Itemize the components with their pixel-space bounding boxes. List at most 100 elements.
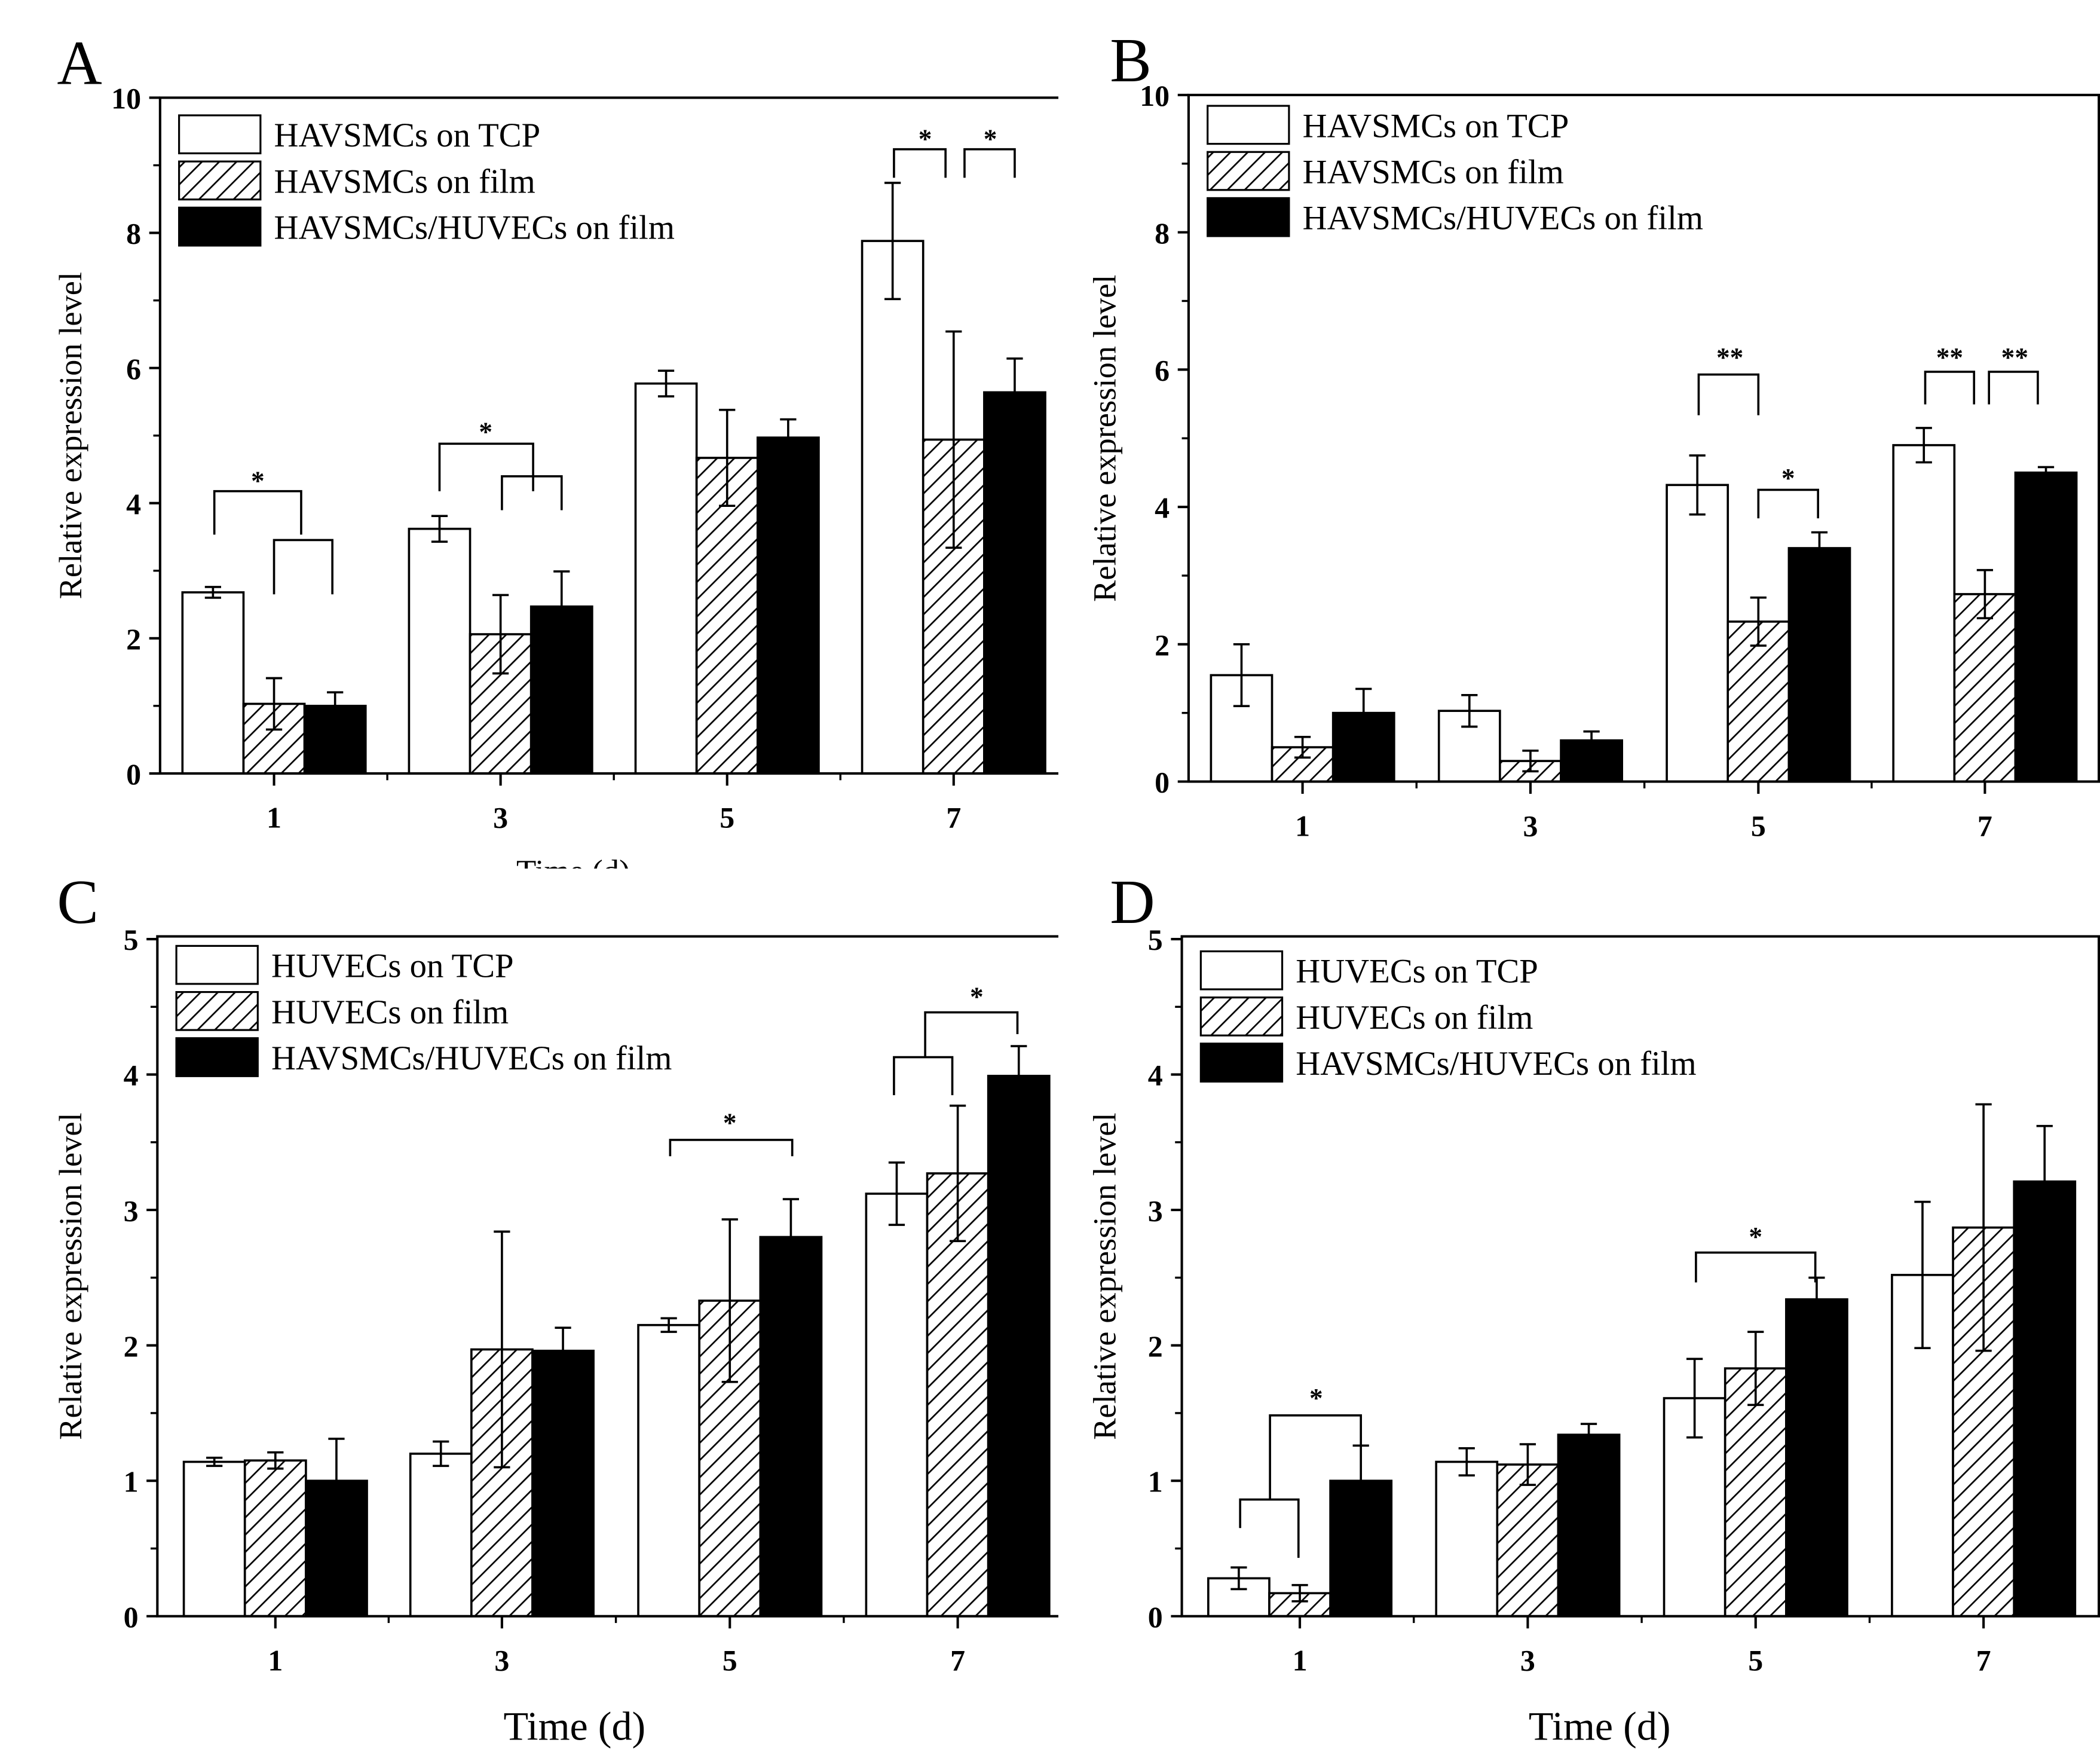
error-bar [721, 1218, 738, 1383]
y-tick-label: 8 [126, 218, 141, 250]
legend-label: HUVECs on film [1296, 999, 1533, 1037]
error-bar [204, 586, 222, 599]
y-axis-label: Relative expression level [1086, 274, 1122, 602]
legend-swatch [175, 1037, 259, 1077]
legend-label: HAVSMCs on TCP [1302, 107, 1569, 145]
legend-label: HAVSMCs on film [274, 163, 535, 200]
error-bar [2037, 466, 2054, 479]
bar [1891, 444, 1955, 783]
y-tick-label: 2 [124, 1330, 139, 1363]
x-axis-label: Time (d) [503, 1703, 645, 1748]
x-axis-label: Time (d) [1528, 1703, 1670, 1748]
error-bar [1808, 1276, 1825, 1322]
y-axis-label: Relative expression level [52, 1112, 88, 1440]
legend-swatch [178, 206, 262, 247]
error-bar [1747, 1330, 1764, 1406]
y-tick-label: 4 [1155, 491, 1170, 524]
error-bar [884, 182, 901, 301]
bar [2012, 1180, 2076, 1618]
chart-panel-b: B 0 2 4 6 8 10 1 3 5 7 Time (d) Relative expression … [1086, 26, 2100, 869]
panel-letter: B [1110, 26, 1152, 95]
x-tick-label: 3 [1520, 1644, 1535, 1677]
error-bar [1689, 454, 1706, 516]
significance-bracket [669, 1138, 794, 1157]
bar [987, 1074, 1051, 1618]
y-tick-label: 2 [126, 623, 141, 656]
y-tick-label: 5 [124, 924, 139, 956]
significance-bracket [1987, 371, 2039, 405]
bar [408, 527, 472, 775]
y-tick-label: 2 [1155, 629, 1170, 662]
x-tick-label: 3 [494, 1644, 509, 1677]
y-tick-label: 3 [124, 1194, 139, 1227]
error-bar [2036, 1124, 2053, 1239]
bar [861, 240, 925, 775]
error-bar [1915, 427, 1932, 464]
y-tick-label: 4 [1147, 1059, 1162, 1092]
chart-panel-d: D 0 1 2 3 4 5 1 3 5 7 Time (d) Relative expression l… [1086, 869, 2100, 1748]
y-tick-label: 8 [1155, 217, 1170, 250]
bar [865, 1192, 929, 1618]
error-bar [553, 570, 570, 643]
legend-label: HUVECs on TCP [271, 947, 514, 985]
bar [1665, 484, 1729, 783]
y-tick-label: 6 [1155, 354, 1170, 387]
x-tick-label: 1 [1292, 1644, 1307, 1677]
legend-label: HAVSMCs on film [1302, 153, 1563, 191]
error-bar [657, 369, 675, 398]
legend-label: HAVSMCs on TCP [274, 117, 541, 154]
legend-label: HAVSMCs/HUVECs on film [1302, 200, 1703, 237]
bar [1557, 1433, 1621, 1618]
x-axis-label: Time (d) [1546, 864, 1660, 869]
error-bar [1975, 1103, 1992, 1352]
y-tick-label: 4 [124, 1059, 139, 1092]
error-bar [494, 1230, 510, 1469]
error-bar [431, 515, 448, 543]
significance-marker: * [479, 417, 492, 447]
error-bar [1011, 1044, 1027, 1107]
error-bar [1686, 1358, 1703, 1439]
error-bar [780, 418, 797, 457]
bar [634, 382, 698, 775]
significance-marker: ** [1716, 343, 1743, 372]
error-bar [1914, 1200, 1931, 1349]
error-bar [888, 1161, 905, 1226]
significance-bracket [1238, 1498, 1300, 1558]
x-tick-label: 5 [1748, 1644, 1763, 1677]
error-bar [1230, 1566, 1247, 1591]
y-tick-label: 5 [1147, 924, 1162, 956]
significance-marker: ** [1936, 343, 1963, 372]
error-bar [1583, 730, 1600, 751]
significance-marker: * [1749, 1222, 1762, 1252]
legend-swatch [178, 160, 262, 201]
bar [243, 1459, 307, 1618]
significance-marker: * [919, 124, 932, 154]
bar [983, 391, 1046, 775]
x-axis-label: Time (d) [516, 852, 630, 868]
significance-marker: * [1781, 463, 1795, 493]
error-bar [1355, 687, 1372, 738]
significance-bracket [438, 442, 534, 491]
x-tick-label: 5 [1750, 809, 1765, 842]
y-tick-label: 0 [124, 1601, 139, 1634]
bar [1724, 1367, 1787, 1618]
plot-frame [1180, 935, 2100, 1618]
x-tick-label: 7 [946, 802, 961, 834]
error-bar [949, 1104, 966, 1242]
y-axis-label: Relative expression level [1086, 1112, 1122, 1440]
y-tick-label: 4 [126, 488, 141, 521]
error-bar [1811, 531, 1827, 565]
y-axis-label: Relative expression level [52, 272, 88, 600]
bar [1787, 547, 1851, 783]
significance-bracket [963, 148, 1016, 178]
y-tick-label: 1 [124, 1465, 139, 1498]
y-tick-label: 0 [1155, 766, 1170, 799]
error-bar [1294, 736, 1311, 759]
significance-bracket [1694, 1251, 1817, 1283]
legend-label: HUVECs on film [271, 993, 509, 1031]
legend-label: HAVSMCs/HUVECs on film [274, 209, 675, 247]
significance-bracket [213, 490, 302, 535]
y-tick-label: 10 [1140, 80, 1170, 112]
significance-bracket [1757, 488, 1819, 519]
error-bar [206, 1456, 223, 1467]
